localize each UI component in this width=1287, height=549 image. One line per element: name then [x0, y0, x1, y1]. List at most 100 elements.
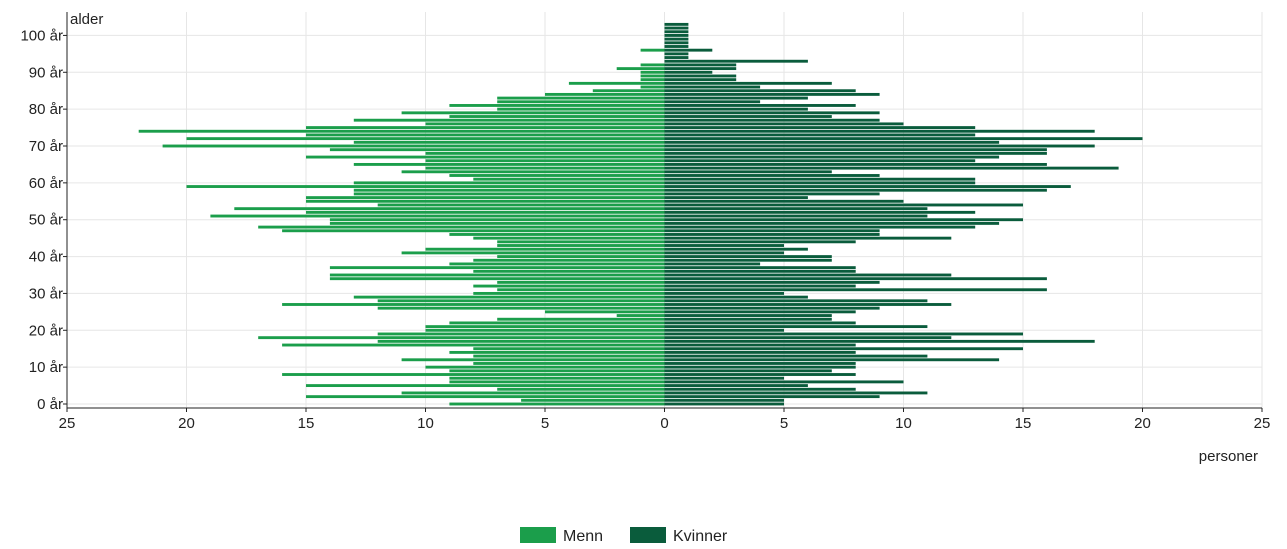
bar-kvinner-63: [664, 170, 832, 174]
bar-menn-11: [473, 362, 665, 365]
y-tick-label: 70 år: [29, 138, 63, 155]
bar-menn-62: [449, 174, 665, 177]
bar-menn-76: [425, 122, 665, 126]
bar-menn-89: [640, 74, 665, 78]
bar-kvinner-42: [664, 247, 808, 251]
bar-menn-49: [329, 221, 665, 225]
bar-kvinner-13: [664, 354, 928, 358]
bar-kvinner-39: [664, 258, 832, 262]
bar-kvinner-55: [664, 199, 904, 203]
bar-kvinner-82: [664, 100, 761, 104]
bar-menn-38: [449, 262, 665, 266]
bar-menn-35: [329, 273, 665, 277]
x-axis-title: personer: [1199, 448, 1258, 465]
bar-menn-80: [497, 107, 665, 111]
bar-menn-5: [306, 384, 665, 388]
bar-menn-71: [353, 140, 665, 144]
bar-kvinner-85: [664, 89, 856, 93]
bar-kvinner-27: [664, 303, 952, 306]
bar-kvinner-6: [664, 380, 904, 384]
bar-menn-48: [258, 225, 665, 229]
bar-menn-24: [616, 314, 665, 317]
bar-kvinner-54: [664, 203, 1023, 207]
bar-kvinner-44: [664, 240, 856, 244]
x-tick-label: 15: [298, 415, 315, 432]
bar-kvinner-9: [664, 369, 832, 373]
bar-kvinner-48: [664, 225, 976, 229]
bar-kvinner-25: [664, 310, 856, 314]
bar-kvinner-51: [664, 214, 928, 218]
x-tick-label: 10: [895, 415, 912, 432]
bar-menn-56: [306, 196, 665, 200]
bar-menn-41: [401, 251, 665, 255]
bar-kvinner-80: [664, 107, 808, 111]
bar-menn-32: [473, 284, 665, 288]
bar-menn-74: [138, 129, 665, 133]
bars: [138, 22, 1143, 406]
bar-menn-63: [401, 170, 665, 174]
bar-kvinner-3: [664, 391, 928, 395]
y-tick-label: 30 år: [29, 285, 63, 302]
bar-kvinner-4: [664, 387, 856, 391]
bar-menn-26: [377, 306, 665, 310]
bar-menn-87: [568, 81, 665, 85]
bar-menn-18: [258, 336, 665, 340]
bar-menn-31: [497, 288, 665, 292]
bar-kvinner-58: [664, 188, 1047, 192]
x-tick-label: 20: [1134, 415, 1151, 432]
bar-kvinner-91: [664, 67, 737, 71]
bar-kvinner-65: [664, 162, 1047, 166]
bar-menn-16: [282, 343, 665, 347]
bar-menn-7: [449, 376, 665, 380]
bar-menn-58: [353, 188, 665, 192]
bar-menn-59: [186, 185, 665, 188]
bar-menn-14: [449, 350, 665, 354]
bar-menn-86: [640, 85, 665, 89]
bar-kvinner-1: [664, 398, 784, 402]
legend-swatch-kvinner: [630, 527, 666, 543]
bar-kvinner-52: [664, 210, 976, 214]
bar-kvinner-53: [664, 207, 928, 211]
bar-menn-61: [473, 177, 665, 181]
bar-kvinner-70: [664, 144, 1095, 148]
bar-menn-10: [425, 365, 665, 369]
bar-kvinner-19: [664, 332, 1023, 336]
bar-kvinner-78: [664, 115, 832, 118]
bar-kvinner-47: [664, 229, 880, 233]
bar-menn-40: [497, 255, 665, 259]
bar-kvinner-67: [664, 155, 1000, 159]
bar-menn-20: [425, 328, 665, 332]
x-tick-label: 0: [660, 415, 668, 432]
bar-menn-81: [449, 104, 665, 107]
bar-kvinner-29: [664, 295, 808, 299]
bar-kvinner-32: [664, 284, 856, 288]
bar-menn-44: [497, 240, 665, 244]
bar-kvinner-86: [664, 85, 761, 89]
bar-menn-64: [425, 166, 665, 170]
bar-kvinner-101: [664, 30, 689, 34]
bar-menn-73: [306, 133, 665, 137]
legend-swatch-menn: [520, 527, 556, 543]
bar-menn-69: [329, 148, 665, 152]
bar-kvinner-79: [664, 111, 880, 115]
bar-menn-88: [640, 78, 665, 82]
bar-menn-68: [425, 151, 665, 155]
bar-kvinner-14: [664, 350, 856, 354]
bar-menn-66: [425, 159, 665, 163]
bar-menn-39: [473, 258, 665, 262]
x-tick-label: 15: [1015, 415, 1032, 432]
bar-kvinner-84: [664, 92, 880, 96]
bar-kvinner-2: [664, 395, 880, 399]
bar-menn-90: [640, 70, 665, 74]
bar-menn-57: [353, 192, 665, 196]
bar-menn-1: [521, 398, 665, 402]
bar-menn-15: [473, 347, 665, 351]
axes: [63, 12, 1263, 412]
bar-kvinner-7: [664, 376, 784, 380]
bar-kvinner-18: [664, 336, 952, 340]
bar-kvinner-64: [664, 166, 1119, 170]
bar-menn-65: [353, 162, 665, 166]
bar-kvinner-24: [664, 314, 832, 317]
bar-kvinner-10: [664, 365, 856, 369]
bar-kvinner-81: [664, 104, 856, 107]
